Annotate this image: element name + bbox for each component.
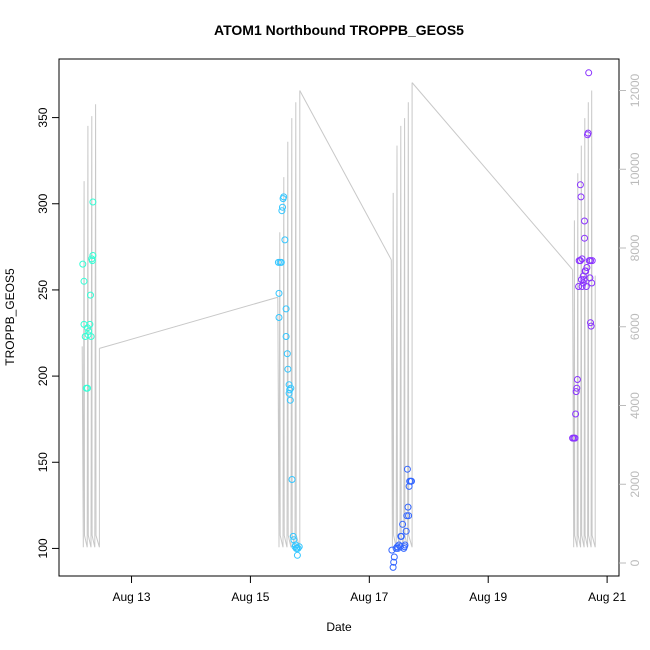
chart-title: ATOM1 Northbound TROPPB_GEOS5: [214, 22, 464, 38]
data-point: [581, 217, 588, 225]
data-point: [578, 255, 586, 263]
data-point: [294, 544, 302, 552]
data-point: [88, 257, 96, 265]
y-tick-label: 350: [36, 107, 50, 127]
data-point: [571, 434, 579, 442]
data-point: [87, 333, 95, 340]
points-layer: [79, 69, 596, 571]
data-point: [284, 365, 292, 373]
data-point: [279, 203, 286, 211]
data-point: [405, 512, 413, 520]
data-point: [277, 258, 285, 266]
data-point: [80, 277, 88, 285]
data-point: [283, 350, 291, 358]
data-point: [282, 305, 290, 313]
y2-tick-label: 0: [628, 559, 642, 566]
data-point: [288, 476, 296, 483]
y2-tick-label: 2000: [628, 471, 642, 498]
data-point: [402, 527, 410, 535]
data-point: [275, 314, 283, 321]
data-point: [281, 236, 289, 244]
data-point: [390, 558, 398, 566]
data-point: [578, 283, 586, 290]
data-point: [84, 384, 91, 392]
data-point: [293, 551, 301, 559]
x-tick-label: Aug 19: [469, 590, 507, 604]
y-tick-label: 100: [36, 538, 50, 558]
y-axis-label: TROPPB_GEOS5: [3, 268, 17, 366]
x-axis-label: Date: [326, 620, 352, 634]
data-point: [582, 283, 590, 290]
data-point: [582, 267, 590, 275]
data-point: [587, 319, 594, 327]
altitude-layer: [81, 82, 596, 548]
altitude-flight-1: [81, 104, 100, 548]
data-point: [573, 384, 581, 392]
y-axis: 100 150 200 250 300 350: [36, 107, 59, 558]
data-point: [572, 410, 580, 418]
data-point: [584, 129, 592, 137]
data-point: [581, 234, 588, 242]
data-point: [399, 520, 407, 528]
data-point: [576, 257, 584, 265]
data-point: [401, 541, 409, 549]
data-point: [403, 465, 411, 473]
x-tick-label: Aug 21: [588, 590, 626, 604]
data-point: [289, 532, 297, 540]
data-point: [408, 477, 415, 485]
data-point: [87, 291, 94, 299]
y-tick-label: 200: [36, 366, 50, 386]
y2-tick-label: 6000: [628, 313, 642, 340]
altitude-transit-3: [411, 82, 574, 270]
data-point: [397, 532, 405, 540]
data-point: [79, 260, 87, 268]
y-tick-label: 300: [36, 193, 50, 213]
data-point: [572, 388, 580, 396]
data-point: [282, 333, 290, 340]
data-point: [275, 289, 283, 297]
data-point: [86, 320, 94, 328]
x-tick-label: Aug 15: [231, 590, 269, 604]
x-axis: Aug 13 Aug 15 Aug 17 Aug 19 Aug 21: [113, 576, 626, 604]
data-point: [89, 252, 97, 259]
altitude-flight-4: [572, 90, 596, 548]
y2-tick-label: 8000: [628, 234, 642, 261]
x-tick-label: Aug 17: [350, 590, 388, 604]
data-point: [89, 198, 97, 206]
plot-frame: [58, 58, 620, 577]
data-point: [583, 264, 591, 271]
data-point: [278, 207, 286, 215]
data-point: [287, 384, 295, 392]
data-point: [280, 193, 288, 201]
data-point: [587, 322, 595, 330]
data-point: [588, 279, 596, 287]
y2-tick-label: 12000: [628, 73, 642, 107]
data-point: [404, 503, 412, 511]
data-point: [396, 543, 404, 551]
data-point: [295, 543, 303, 551]
data-point: [585, 69, 593, 77]
altitude-flight-3: [390, 82, 413, 548]
data-point: [576, 181, 584, 189]
data-point: [286, 386, 294, 394]
data-point: [390, 553, 398, 561]
y-tick-label: 250: [36, 280, 50, 300]
altitude-transit-2: [299, 90, 392, 261]
y2-axis: 0 2000 4000 6000 8000 10000 12000: [619, 73, 642, 566]
data-point: [578, 276, 585, 284]
altitude-transit-1: [99, 296, 278, 349]
y2-tick-label: 4000: [628, 392, 642, 419]
data-point: [575, 283, 583, 290]
data-point: [573, 376, 581, 383]
data-point: [389, 563, 397, 571]
y2-tick-label: 10000: [628, 152, 642, 186]
data-point: [285, 381, 293, 389]
data-point: [587, 257, 594, 265]
data-point: [577, 193, 585, 201]
y-tick-label: 150: [36, 452, 50, 472]
data-point: [286, 396, 294, 404]
x-tick-label: Aug 13: [113, 590, 151, 604]
